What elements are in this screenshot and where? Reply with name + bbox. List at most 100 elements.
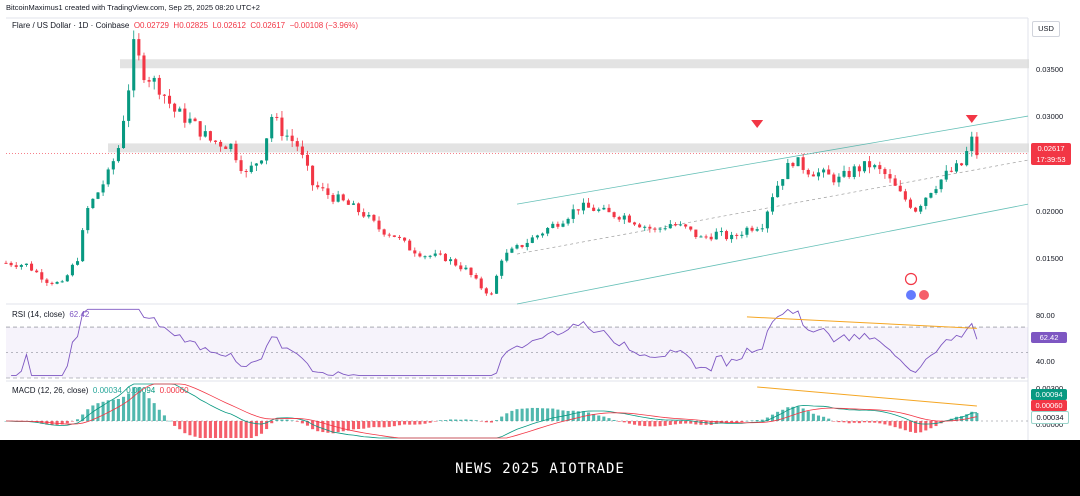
macd-histogram-bar xyxy=(474,420,478,421)
rsi-line xyxy=(11,308,978,376)
macd-histogram-bar xyxy=(530,407,534,421)
macd-histogram-bar xyxy=(689,421,693,424)
candle-body xyxy=(781,179,785,186)
candle-body xyxy=(254,163,258,166)
candle-body xyxy=(765,211,769,229)
chart-canvas[interactable] xyxy=(0,0,1080,440)
macd-histogram-bar xyxy=(351,421,356,430)
macd-histogram-bar xyxy=(285,419,289,421)
macd-histogram-bar xyxy=(392,421,396,427)
candle-body xyxy=(627,215,631,223)
macd-histogram-bar xyxy=(357,421,361,430)
candle-body xyxy=(459,265,463,270)
candle-body xyxy=(413,250,417,254)
candle-body xyxy=(316,185,320,188)
macd-histogram-bar xyxy=(326,421,330,433)
macd-histogram-bar xyxy=(244,421,248,438)
candle-body xyxy=(244,171,248,173)
price-tick: 0.01500 xyxy=(1036,254,1064,263)
macd-histogram-bar xyxy=(873,421,877,423)
macd-histogram-bar xyxy=(147,398,151,421)
candle-body xyxy=(377,220,381,230)
macd-histogram-bar xyxy=(265,421,269,430)
macd-histogram-bar xyxy=(229,421,233,438)
macd-histogram-bar xyxy=(960,416,964,421)
candle-body xyxy=(709,236,713,240)
candle-body xyxy=(367,214,371,217)
candle-body xyxy=(295,141,299,147)
candle-body xyxy=(346,200,350,205)
candle-body xyxy=(852,166,856,177)
macd-histogram-bar xyxy=(382,421,386,428)
macd-histogram-bar xyxy=(213,421,218,438)
macd-histogram-bar xyxy=(178,421,182,430)
macd-histogram-bar xyxy=(270,421,274,424)
candle-body xyxy=(387,234,391,236)
candle-body xyxy=(954,163,958,172)
candle-body xyxy=(724,231,729,240)
macd-histogram-bar xyxy=(811,413,815,421)
candle-body xyxy=(944,170,948,180)
macd-histogram-bar xyxy=(510,410,514,421)
candle-body xyxy=(438,253,442,255)
candle-body xyxy=(602,207,606,210)
candle-body xyxy=(362,212,366,217)
macd-histogram-bar xyxy=(81,414,85,421)
candle-body xyxy=(811,174,815,177)
macd-histogram-bar xyxy=(903,421,907,431)
candle-body xyxy=(428,255,432,257)
macd-histogram-bar xyxy=(663,421,667,426)
candle-body xyxy=(745,227,749,235)
candle-body xyxy=(372,214,376,221)
resistance-band xyxy=(108,143,1029,153)
candle-body xyxy=(397,236,402,238)
candle-body xyxy=(862,161,867,172)
macd-histogram-bar xyxy=(546,408,550,421)
candle-body xyxy=(239,160,243,172)
candle-body xyxy=(755,229,759,231)
macd-histogram-bar xyxy=(566,410,570,421)
candle-body xyxy=(137,39,141,56)
macd-histogram-bar xyxy=(193,421,197,437)
candle-body xyxy=(285,135,289,137)
rsi-tick: 40.00 xyxy=(1036,357,1055,366)
candle-body xyxy=(975,136,979,156)
ohlc-change: −0.00108 (−3.96%) xyxy=(289,21,359,30)
candle-body xyxy=(81,230,85,262)
candle-body xyxy=(96,192,100,199)
rsi-title: RSI (14, close) xyxy=(12,310,65,319)
macd-histogram-bar xyxy=(868,421,872,423)
candle-body xyxy=(249,165,253,172)
macd-histogram-bar xyxy=(627,421,631,424)
macd-histogram-bar xyxy=(188,421,192,436)
macd-histogram-bar xyxy=(776,411,780,421)
currency-button[interactable]: USD xyxy=(1032,21,1060,37)
macd-histogram-bar xyxy=(418,421,422,425)
macd-histogram-bar xyxy=(137,387,141,421)
candle-body xyxy=(857,166,861,172)
macd-histogram-bar xyxy=(878,421,882,424)
candle-body xyxy=(673,224,677,226)
macd-histogram-bar xyxy=(970,411,974,421)
candle-body xyxy=(842,170,846,177)
candle-body xyxy=(668,224,672,229)
macd-histogram-bar xyxy=(653,421,657,427)
candle-body xyxy=(433,253,437,256)
macd-histogram-bar xyxy=(556,409,560,421)
candle-body xyxy=(919,205,923,212)
candle-body xyxy=(689,226,693,230)
candle-body xyxy=(704,236,708,238)
macd-signal-value: 0.00060 xyxy=(159,386,189,395)
macd-histogram-bar xyxy=(362,421,366,429)
macd-histogram-bar xyxy=(60,421,64,425)
candle-body xyxy=(750,227,754,231)
candle-body xyxy=(157,77,161,95)
macd-histogram-bar xyxy=(520,408,524,421)
macd-histogram-bar xyxy=(331,421,335,434)
macd-histogram-bar xyxy=(127,393,131,421)
candle-body xyxy=(219,141,223,147)
macd-histogram-bar xyxy=(433,421,437,422)
candle-body xyxy=(403,237,407,241)
macd-histogram-bar xyxy=(852,421,856,423)
macd-histogram-bar xyxy=(101,401,105,421)
